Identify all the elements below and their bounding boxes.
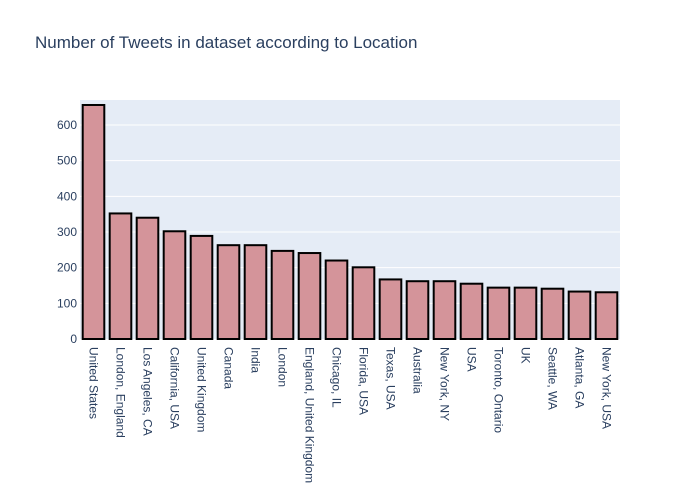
bar — [594, 291, 619, 340]
x-tick-label: USA — [465, 347, 479, 372]
bar — [162, 230, 187, 340]
x-tick-label: United Kingdom — [195, 347, 209, 432]
x-tick-label: New York, USA — [600, 347, 614, 429]
y-tick-label: 300 — [57, 225, 77, 239]
x-tick-label: Los Angeles, CA — [141, 347, 155, 436]
bar — [378, 278, 403, 340]
bar — [216, 244, 241, 340]
x-tick-label: Atlanta, GA — [573, 347, 587, 408]
y-tick-label: 400 — [57, 189, 77, 203]
x-tick-label: Seattle, WA — [546, 347, 560, 410]
x-tick-label: London, England — [114, 347, 128, 438]
bar — [459, 282, 484, 340]
x-tick-label: UK — [519, 347, 533, 364]
x-tick-label: London — [276, 347, 290, 387]
bar — [270, 249, 295, 341]
y-tick-label: 100 — [57, 296, 77, 310]
chart-title: Number of Tweets in dataset according to… — [35, 33, 418, 52]
x-axis-ticks: United States London, England Los Angeles,… — [87, 347, 614, 483]
bars — [81, 103, 619, 341]
bar — [432, 280, 457, 341]
bar — [324, 259, 349, 341]
y-tick-label: 0 — [70, 332, 77, 346]
bar — [513, 286, 538, 341]
bar — [243, 244, 268, 340]
x-tick-label: Florida, USA — [357, 347, 371, 415]
y-tick-label: 200 — [57, 261, 77, 275]
bar — [540, 287, 565, 340]
x-tick-label: Toronto, Ontario — [492, 347, 506, 433]
bar — [135, 216, 160, 340]
y-tick-label: 500 — [57, 154, 77, 168]
x-tick-label: Texas, USA — [384, 347, 398, 410]
bar — [297, 252, 322, 340]
bar — [189, 234, 214, 340]
x-tick-label: New York, NY — [438, 347, 452, 421]
bar — [108, 212, 133, 340]
x-tick-label: United States — [87, 347, 101, 419]
x-tick-label: California, USA — [168, 347, 182, 429]
x-tick-label: Chicago, IL — [330, 347, 344, 408]
x-tick-label: India — [249, 347, 263, 373]
x-tick-label: Australia — [411, 347, 425, 394]
y-axis-ticks: 0 100 200 300 400 500 600 — [57, 118, 77, 346]
bar — [351, 266, 376, 340]
bar — [405, 280, 430, 341]
x-tick-label: Canada — [222, 347, 236, 389]
x-tick-label: England, United Kingdom — [303, 347, 317, 483]
bar — [567, 290, 592, 340]
bar — [81, 103, 106, 340]
bar — [486, 286, 511, 341]
y-tick-label: 600 — [57, 118, 77, 132]
